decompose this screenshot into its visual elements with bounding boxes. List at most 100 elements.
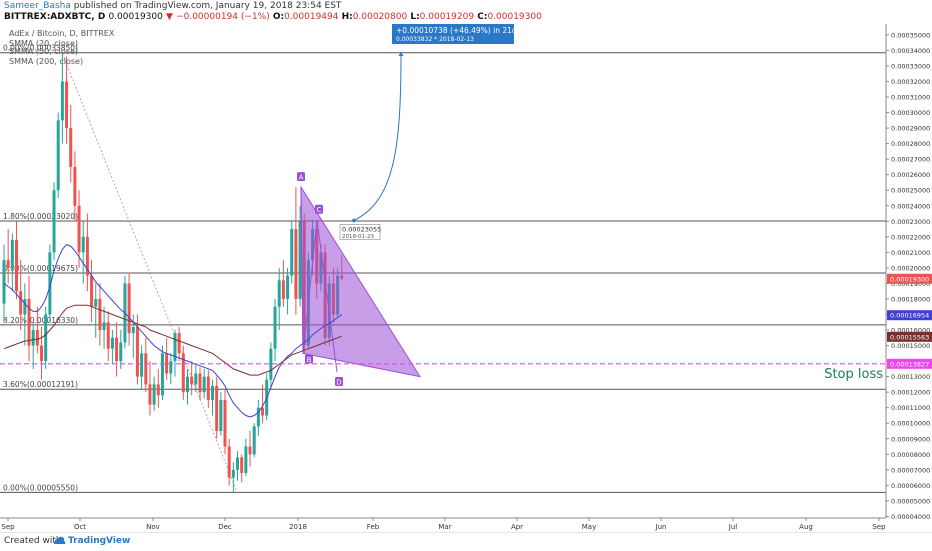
- price-tag-label: 0.00019300: [890, 275, 929, 283]
- fib-level-label: 8.20%(0.00016330): [3, 316, 78, 325]
- high-value: 0.00020800: [352, 12, 408, 22]
- price-tick-label: 0.00010000: [891, 420, 930, 428]
- fib-levels: 0.00%(0.00033850) 1.80%(0.00023020) 0.00%(…: [0, 44, 886, 493]
- open-value: 0.00019494: [284, 12, 339, 22]
- time-axis[interactable]: Sep Oct Nov Dec 2018 Feb Mar Apr May Jun Jul Aug Sep: [0, 517, 886, 531]
- price-tick-label: 0.00004000: [891, 513, 930, 521]
- candle-body: [127, 283, 131, 334]
- price-tick-label: 0.00029000: [891, 125, 930, 133]
- pattern-b-label: B: [307, 356, 312, 364]
- candle-body: [223, 399, 227, 447]
- open-label: O:: [272, 12, 285, 22]
- candle-body: [15, 239, 19, 292]
- time-tick-label: Jun: [655, 523, 667, 531]
- price-tag: [887, 331, 932, 342]
- pattern-b-badge: [305, 354, 313, 364]
- candle-body: [90, 275, 94, 307]
- time-tick-label: 2018: [289, 523, 307, 531]
- legend-smma200: SMMA (200, close): [9, 57, 83, 66]
- candle-body: [23, 298, 27, 315]
- candle-body: [206, 376, 210, 400]
- fib-level-label: 0.00%(0.00019675): [3, 264, 78, 273]
- smma20-line: [3, 244, 343, 418]
- price-chart[interactable]: 0.00%(0.00033850) 1.80%(0.00023020) 0.00%(…: [0, 24, 932, 532]
- price-axis[interactable]: 0.00035000 0.00034000 0.00033000 0.00032000…: [885, 24, 932, 521]
- candle-body: [173, 333, 177, 362]
- projection-start-date: 2018-01-23: [342, 234, 374, 240]
- diagonal-trend-line: [62, 53, 238, 494]
- candle-body: [256, 407, 260, 427]
- candle-body: [198, 373, 202, 393]
- candle-body: [211, 385, 214, 400]
- close-value: 0.00019300: [487, 12, 542, 22]
- candle-body: [181, 353, 185, 393]
- price-tick-label: 0.00022000: [891, 233, 930, 241]
- price-tick-label: 0.00013000: [891, 373, 930, 381]
- time-tick-label: Sep: [872, 523, 886, 531]
- candle-body: [298, 221, 302, 299]
- fib-level-label: 0.00%(0.00005550): [3, 483, 78, 492]
- candle-body: [69, 128, 73, 167]
- candle-body: [269, 348, 273, 380]
- candle-body: [185, 376, 189, 393]
- candle-body: [140, 353, 144, 377]
- change-down-icon: ▼: [166, 12, 173, 22]
- candle-body: [261, 407, 265, 416]
- candle-body: [248, 446, 252, 455]
- candle-body: [294, 229, 298, 299]
- projection-start-value: 0.00023055: [342, 225, 381, 233]
- author-link[interactable]: Sameer_Basha: [4, 1, 71, 11]
- price-tick-label: 0.00018000: [891, 295, 930, 303]
- price-tick-label: 0.00027000: [891, 156, 930, 164]
- smma50-line: [3, 304, 342, 376]
- last-price: 0.00019300: [108, 12, 163, 22]
- pattern-a-badge: [297, 172, 305, 182]
- candle-body: [144, 353, 148, 385]
- price-tag-label: 0.00016954: [890, 312, 929, 320]
- price-tick-label: 0.00030000: [891, 109, 930, 117]
- time-tick-label: Feb: [367, 523, 380, 531]
- candle-body: [277, 280, 281, 307]
- tradingview-logo-icon: [54, 536, 66, 544]
- stop-loss-line[interactable]: Stop loss: [0, 363, 886, 382]
- price-tick-label: 0.00035000: [891, 31, 930, 39]
- publish-text: published on TradingView.com, January 19…: [73, 1, 342, 11]
- time-tick-label: Nov: [146, 523, 160, 531]
- candle-body: [135, 326, 139, 377]
- candle-body: [65, 81, 69, 129]
- pattern-c-badge: [315, 204, 323, 214]
- projection-start-box: [339, 224, 381, 240]
- candle-body: [27, 298, 31, 346]
- price-tag: [887, 358, 932, 369]
- footer: Created with TradingView: [0, 532, 932, 551]
- candle-body: [219, 399, 223, 432]
- price-tag: [887, 273, 932, 284]
- tradingview-brand[interactable]: TradingView: [68, 536, 131, 546]
- triangle-pattern[interactable]: A B C D: [297, 172, 422, 386]
- price-tick-label: 0.00005000: [891, 497, 930, 505]
- legend-smma50: SMMA (50, close): [9, 47, 78, 56]
- chart-header: Sameer_Basha published on TradingView.co…: [0, 0, 932, 24]
- candle-body: [56, 120, 60, 191]
- candle-body: [119, 342, 123, 362]
- time-tick-label: Aug: [799, 523, 813, 531]
- candle-body: [240, 457, 244, 473]
- candle-body: [202, 376, 206, 393]
- price-tag-label: 0.00015563: [890, 333, 929, 341]
- pattern-c-label: C: [317, 206, 322, 214]
- price-tick-label: 0.00021000: [891, 249, 930, 257]
- candle-body: [115, 337, 119, 362]
- candle-body: [231, 469, 235, 478]
- candle-body: [152, 384, 156, 405]
- candle-body: [190, 376, 194, 385]
- price-tick-label: 0.00024000: [891, 202, 930, 210]
- candle-body: [44, 314, 48, 362]
- fib-level-label: 3.60%(0.00012191): [3, 380, 78, 389]
- price-tick-label: 0.00015000: [891, 342, 930, 350]
- fib-level-label: 1.80%(0.00023020): [3, 212, 78, 221]
- candle-body: [31, 330, 35, 346]
- legend-symbol: AdEx / Bitcoin, D, BITTREX: [9, 29, 115, 38]
- fib-level-label: 0.00%(0.00033850): [3, 44, 78, 53]
- candle-body: [35, 330, 39, 346]
